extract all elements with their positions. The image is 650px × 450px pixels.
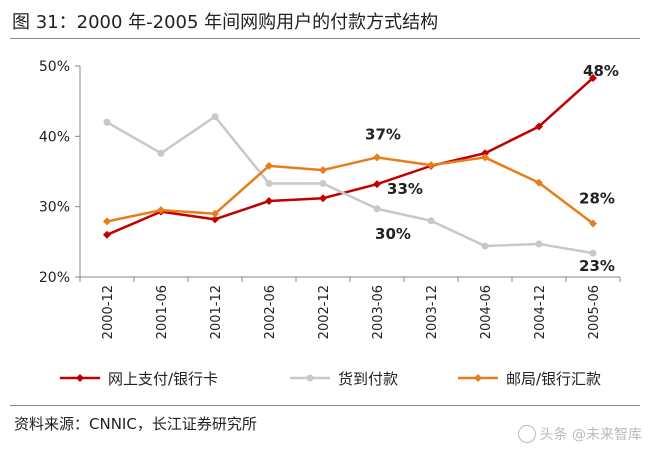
data-point [535, 122, 543, 131]
line-chart: 20% 30% 40% 50% 2000-12 2001-06 2001-12 2002-06… [39, 59, 621, 388]
data-point [211, 209, 219, 218]
data-point [103, 217, 111, 226]
title-divider [10, 38, 640, 39]
data-point [265, 161, 273, 170]
data-point [427, 217, 435, 225]
source-note: 资料来源：CNNIC，长江证券研究所 [14, 415, 257, 433]
figure-title: 图 31：2000 年-2005 年间网购用户的付款方式结构 [12, 12, 439, 33]
data-point [211, 215, 219, 224]
series-line [106, 156, 594, 225]
x-tick-label: 2005-06 [587, 285, 602, 339]
y-tick-label: 30% [39, 200, 70, 216]
data-point [427, 161, 435, 170]
y-tick-label: 20% [39, 270, 70, 286]
legend-swatch-marker [306, 374, 314, 382]
data-point [373, 205, 381, 213]
data-point [211, 113, 219, 121]
data-point [103, 230, 111, 239]
data-label: 23% [579, 257, 615, 275]
data-point [535, 178, 543, 187]
series-line [106, 77, 594, 236]
x-tick-label: 2004-12 [533, 285, 548, 339]
data-point [373, 153, 381, 162]
legend-label: 货到付款 [338, 370, 398, 388]
watermark: 头条 @未来智库 [517, 424, 642, 444]
watermark-text: 头条 @未来智库 [539, 427, 642, 443]
x-tick-label: 2001-12 [209, 285, 224, 339]
data-label: 30% [375, 225, 411, 243]
data-point [157, 149, 165, 157]
source-divider [10, 405, 640, 406]
x-tick-label: 2002-06 [263, 285, 278, 339]
data-point [481, 149, 489, 158]
data-point [589, 219, 597, 228]
data-point [319, 179, 327, 187]
legend-label: 邮局/银行汇款 [506, 370, 601, 388]
data-point [157, 206, 165, 215]
watermark-logo-icon [517, 425, 536, 443]
data-label: 48% [583, 62, 619, 80]
data-point [481, 242, 489, 250]
x-tick-label: 2002-12 [317, 285, 332, 339]
data-point [481, 153, 489, 162]
y-tick-label: 50% [39, 59, 70, 75]
data-point [589, 73, 597, 82]
data-point [589, 249, 597, 257]
data-point [265, 197, 273, 206]
legend-swatch-marker [474, 374, 482, 382]
data-label: 37% [365, 125, 401, 143]
data-point [103, 118, 111, 126]
legend-swatch-marker [76, 374, 84, 382]
data-point [319, 194, 327, 203]
x-tick-label: 2003-12 [425, 285, 440, 339]
data-label: 33% [387, 180, 423, 198]
x-tick-label: 2000-12 [101, 285, 116, 339]
x-tick-label: 2004-06 [479, 285, 494, 339]
data-point [535, 240, 543, 248]
series-line [106, 115, 594, 255]
y-tick-label: 40% [39, 129, 70, 145]
legend-label: 网上支付/银行卡 [108, 370, 218, 388]
data-point [265, 179, 273, 187]
x-tick-label: 2003-06 [371, 285, 386, 339]
data-point [319, 166, 327, 175]
data-point [373, 180, 381, 189]
x-tick-label: 2001-06 [155, 285, 170, 339]
data-label: 28% [579, 190, 615, 208]
